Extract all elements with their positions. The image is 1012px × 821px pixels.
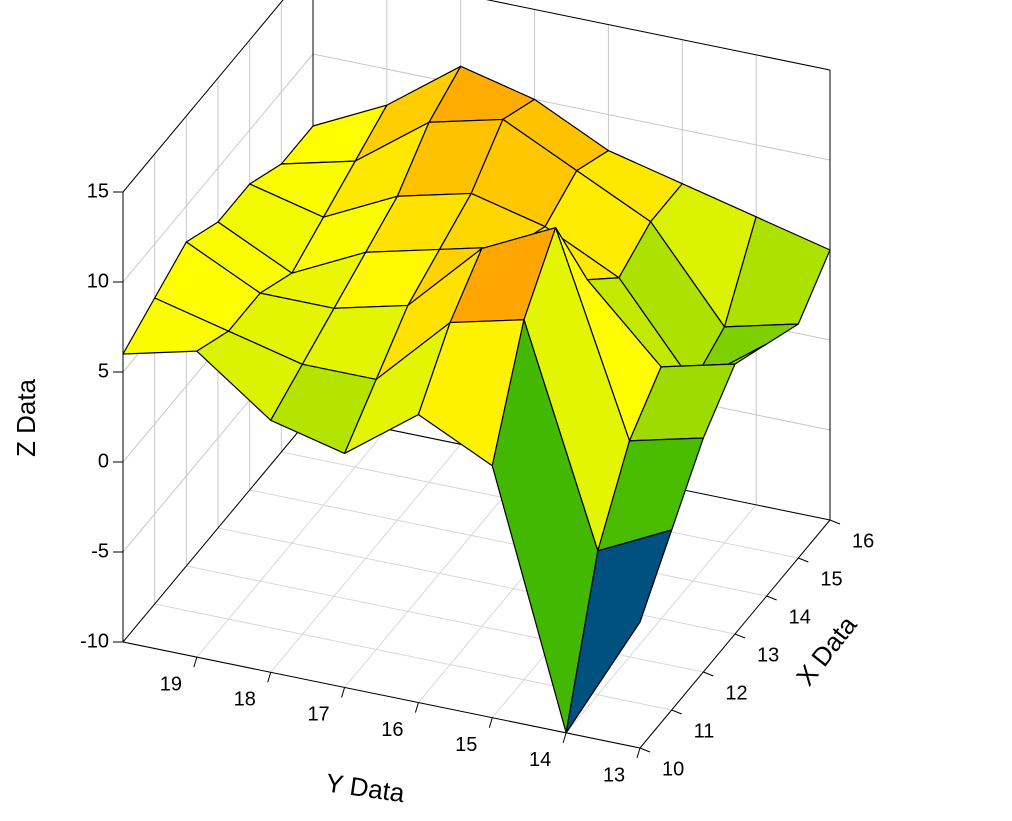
z-tick-label: 15 bbox=[87, 180, 109, 202]
x-tick bbox=[734, 633, 746, 639]
box-edge bbox=[122, 413, 314, 643]
grid-line bbox=[486, 0, 831, 71]
y-tick bbox=[193, 656, 198, 668]
grid-line bbox=[565, 504, 757, 734]
z-tick-label: -10 bbox=[80, 630, 109, 652]
x-tick-label: 16 bbox=[852, 530, 874, 552]
y-tick bbox=[341, 687, 346, 698]
x-tick bbox=[639, 747, 651, 753]
x-tick bbox=[798, 557, 809, 563]
grid-line bbox=[217, 527, 736, 635]
grid-line bbox=[312, 53, 831, 161]
y-axis-label: Y Data bbox=[324, 768, 407, 809]
y-tick-label: 16 bbox=[381, 719, 403, 741]
x-tick-label: 14 bbox=[789, 606, 811, 628]
z-tick-label: -5 bbox=[91, 540, 109, 562]
z-tick-label: 10 bbox=[87, 270, 109, 292]
x-tick-label: 10 bbox=[662, 758, 684, 780]
x-tick bbox=[829, 519, 841, 525]
y-tick-label: 15 bbox=[455, 734, 477, 756]
box-edge bbox=[486, 0, 831, 71]
y-tick bbox=[414, 702, 419, 713]
y-tick bbox=[562, 732, 567, 744]
y-tick bbox=[267, 672, 272, 683]
x-tick-label: 15 bbox=[820, 568, 842, 590]
z-tick-label: 0 bbox=[98, 450, 109, 472]
x-tick-label: 13 bbox=[757, 644, 779, 666]
x-tick bbox=[766, 595, 777, 601]
y-tick-label: 17 bbox=[307, 704, 329, 726]
grid-line bbox=[249, 489, 767, 597]
grid-line bbox=[196, 428, 388, 658]
box-edge bbox=[122, 0, 284, 193]
y-tick-label: 13 bbox=[603, 764, 625, 786]
x-tick-label: 11 bbox=[694, 720, 715, 742]
x-tick bbox=[671, 709, 682, 715]
x-tick-label: 12 bbox=[725, 682, 747, 704]
y-tick-label: 18 bbox=[234, 689, 256, 711]
x-tick bbox=[703, 671, 714, 677]
y-tick bbox=[636, 747, 641, 759]
y-tick-label: 19 bbox=[160, 673, 182, 695]
y-tick bbox=[488, 717, 493, 728]
surface-cell bbox=[565, 529, 673, 734]
z-tick-label: 5 bbox=[98, 360, 109, 382]
y-tick-label: 14 bbox=[529, 749, 551, 771]
grid-line bbox=[270, 443, 462, 673]
z-axis-label: Z Data bbox=[11, 378, 41, 457]
box-edge bbox=[122, 641, 641, 749]
